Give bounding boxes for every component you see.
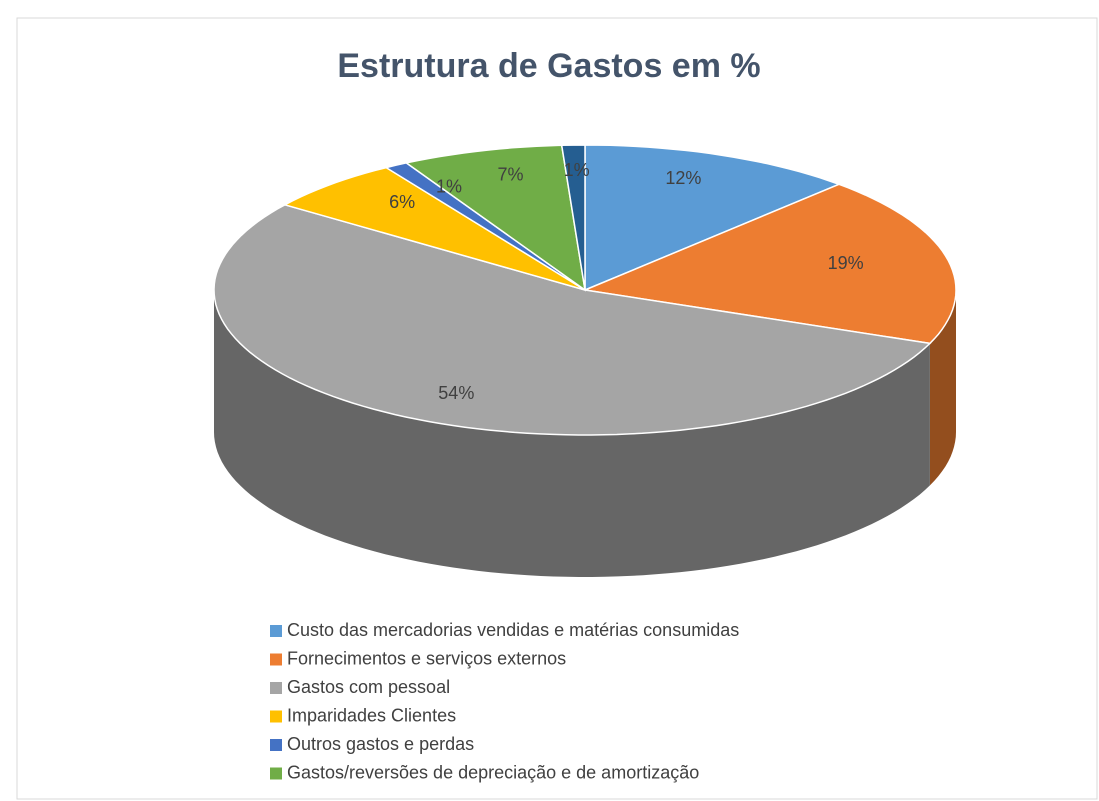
- legend-label: Custo das mercadorias vendidas e matéria…: [287, 620, 739, 640]
- legend-label: Gastos com pessoal: [287, 677, 450, 697]
- data-label: 6%: [389, 192, 415, 212]
- legend-label: Gastos/reversões de depreciação e de amo…: [287, 762, 699, 782]
- chart-title: Estrutura de Gastos em %: [337, 47, 760, 85]
- data-label: 19%: [828, 253, 864, 273]
- slice: [282, 166, 586, 291]
- legend-swatch: [270, 710, 282, 723]
- legend-swatch: [270, 653, 282, 666]
- slice: [560, 144, 586, 291]
- data-label: 12%: [665, 168, 701, 188]
- legend-label: Imparidades Clientes: [287, 705, 456, 725]
- legend-swatch: [270, 625, 282, 637]
- legend-swatch: [270, 767, 282, 780]
- legend-swatch: [270, 682, 282, 694]
- slice-side: [214, 290, 930, 577]
- legend-swatch: [270, 739, 282, 751]
- data-label: 54%: [438, 383, 474, 403]
- data-label: 1%: [436, 176, 462, 196]
- data-label: 1%: [564, 160, 590, 180]
- legend-label: Outros gastos e perdas: [287, 734, 474, 754]
- slice: [213, 203, 932, 436]
- slice: [404, 144, 587, 292]
- slice-side: [929, 290, 956, 486]
- data-label: 7%: [497, 165, 523, 185]
- legend-label: Fornecimentos e serviços externos: [287, 648, 566, 668]
- slice: [584, 144, 842, 292]
